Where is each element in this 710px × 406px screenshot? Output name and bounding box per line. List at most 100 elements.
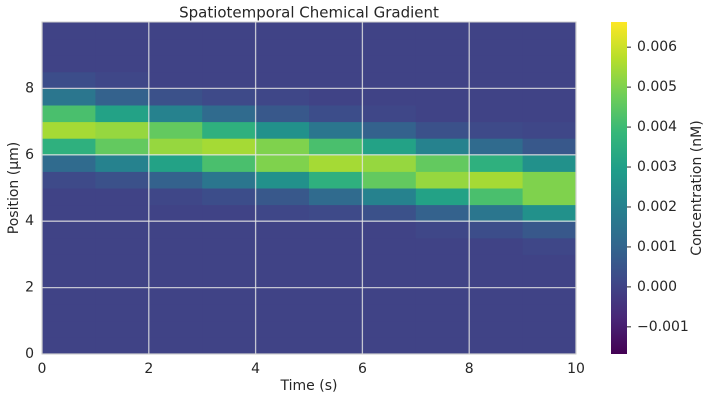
heat-cell — [148, 105, 203, 123]
heat-cell — [522, 121, 577, 139]
heat-cell — [95, 121, 150, 139]
heat-cell — [95, 38, 150, 56]
heat-cell — [469, 254, 524, 272]
heat-cell — [255, 55, 310, 73]
heat-cell — [469, 221, 524, 239]
heat-cell — [309, 320, 363, 338]
heat-cell — [42, 138, 96, 156]
x-tick-label: 10 — [567, 361, 585, 377]
heat-cell — [415, 171, 470, 189]
heat-cell — [202, 337, 257, 355]
heat-cell — [469, 121, 524, 139]
heat-cell — [42, 237, 96, 255]
heat-cell — [202, 188, 257, 206]
heat-cell — [255, 105, 310, 123]
heat-cell — [148, 38, 203, 56]
heat-cell — [202, 204, 257, 222]
heat-cell — [362, 204, 417, 222]
heat-cell — [469, 171, 524, 189]
heat-cell — [415, 287, 470, 305]
heat-cell — [522, 304, 577, 322]
heat-cell — [42, 271, 96, 289]
heat-cell — [522, 22, 577, 40]
heat-cell — [309, 221, 363, 239]
heat-cell — [202, 71, 257, 89]
heat-cell — [95, 105, 150, 123]
heat-cell — [415, 38, 470, 56]
heat-cell — [42, 221, 96, 239]
heat-cell — [95, 337, 150, 355]
heat-cell — [469, 88, 524, 106]
heat-cell — [42, 304, 96, 322]
x-tick-label: 8 — [465, 361, 474, 377]
heat-cell — [42, 71, 96, 89]
heat-cell — [522, 38, 577, 56]
heat-cell — [415, 237, 470, 255]
heat-cell — [95, 154, 150, 172]
heat-cell — [95, 188, 150, 206]
heat-cell — [469, 188, 524, 206]
heat-cell — [95, 138, 150, 156]
heat-cell — [469, 271, 524, 289]
heat-cell — [415, 254, 470, 272]
heat-cell — [309, 171, 363, 189]
heat-cell — [362, 304, 417, 322]
heat-cell — [202, 88, 257, 106]
colorbar-tick-label: 0.005 — [637, 79, 677, 95]
heat-cell — [42, 105, 96, 123]
heat-cell — [415, 105, 470, 123]
heat-cell — [309, 188, 363, 206]
heat-cell — [148, 154, 203, 172]
heat-cell — [415, 221, 470, 239]
heat-cell — [309, 237, 363, 255]
heat-cell — [148, 254, 203, 272]
heat-cell — [415, 138, 470, 156]
heat-cell — [255, 237, 310, 255]
colorbar — [611, 22, 627, 354]
heat-cell — [255, 138, 310, 156]
heat-cell — [255, 121, 310, 139]
heat-cell — [522, 271, 577, 289]
colorbar-label: Concentration (nM) — [689, 120, 705, 255]
x-tick-label: 2 — [144, 361, 153, 377]
heat-cell — [202, 237, 257, 255]
heat-cell — [362, 287, 417, 305]
heat-cell — [522, 71, 577, 89]
heat-cell — [522, 254, 577, 272]
heat-cell — [95, 287, 150, 305]
heat-cell — [255, 221, 310, 239]
heat-cell — [362, 337, 417, 355]
heat-cell — [522, 105, 577, 123]
heat-cell — [362, 121, 417, 139]
heat-cell — [202, 254, 257, 272]
heat-cell — [95, 88, 150, 106]
heat-cell — [148, 304, 203, 322]
heat-cell — [522, 287, 577, 305]
heat-cell — [255, 271, 310, 289]
x-tick-label: 4 — [251, 361, 260, 377]
heat-cell — [148, 204, 203, 222]
heat-cell — [522, 337, 577, 355]
y-tick-label: 6 — [25, 147, 34, 163]
heat-cell — [42, 38, 96, 56]
heat-cell — [309, 254, 363, 272]
heat-cell — [415, 55, 470, 73]
heat-cell — [362, 221, 417, 239]
heat-cell — [42, 254, 96, 272]
heat-cell — [255, 38, 310, 56]
heat-cell — [469, 287, 524, 305]
heat-cell — [309, 71, 363, 89]
heat-cell — [362, 105, 417, 123]
colorbar-tick-label: 0.003 — [637, 159, 677, 175]
colorbar-tick-label: 0.004 — [637, 119, 677, 135]
heat-cell — [309, 22, 363, 40]
colorbar-tick-label: 0.006 — [637, 39, 677, 55]
heat-cell — [148, 22, 203, 40]
heat-cell — [415, 71, 470, 89]
x-tick-label: 0 — [38, 361, 47, 377]
heat-cell — [255, 204, 310, 222]
heat-cell — [202, 154, 257, 172]
heat-cell — [255, 88, 310, 106]
heat-cell — [148, 121, 203, 139]
chart-title: Spatiotemporal Chemical Gradient — [179, 4, 439, 22]
